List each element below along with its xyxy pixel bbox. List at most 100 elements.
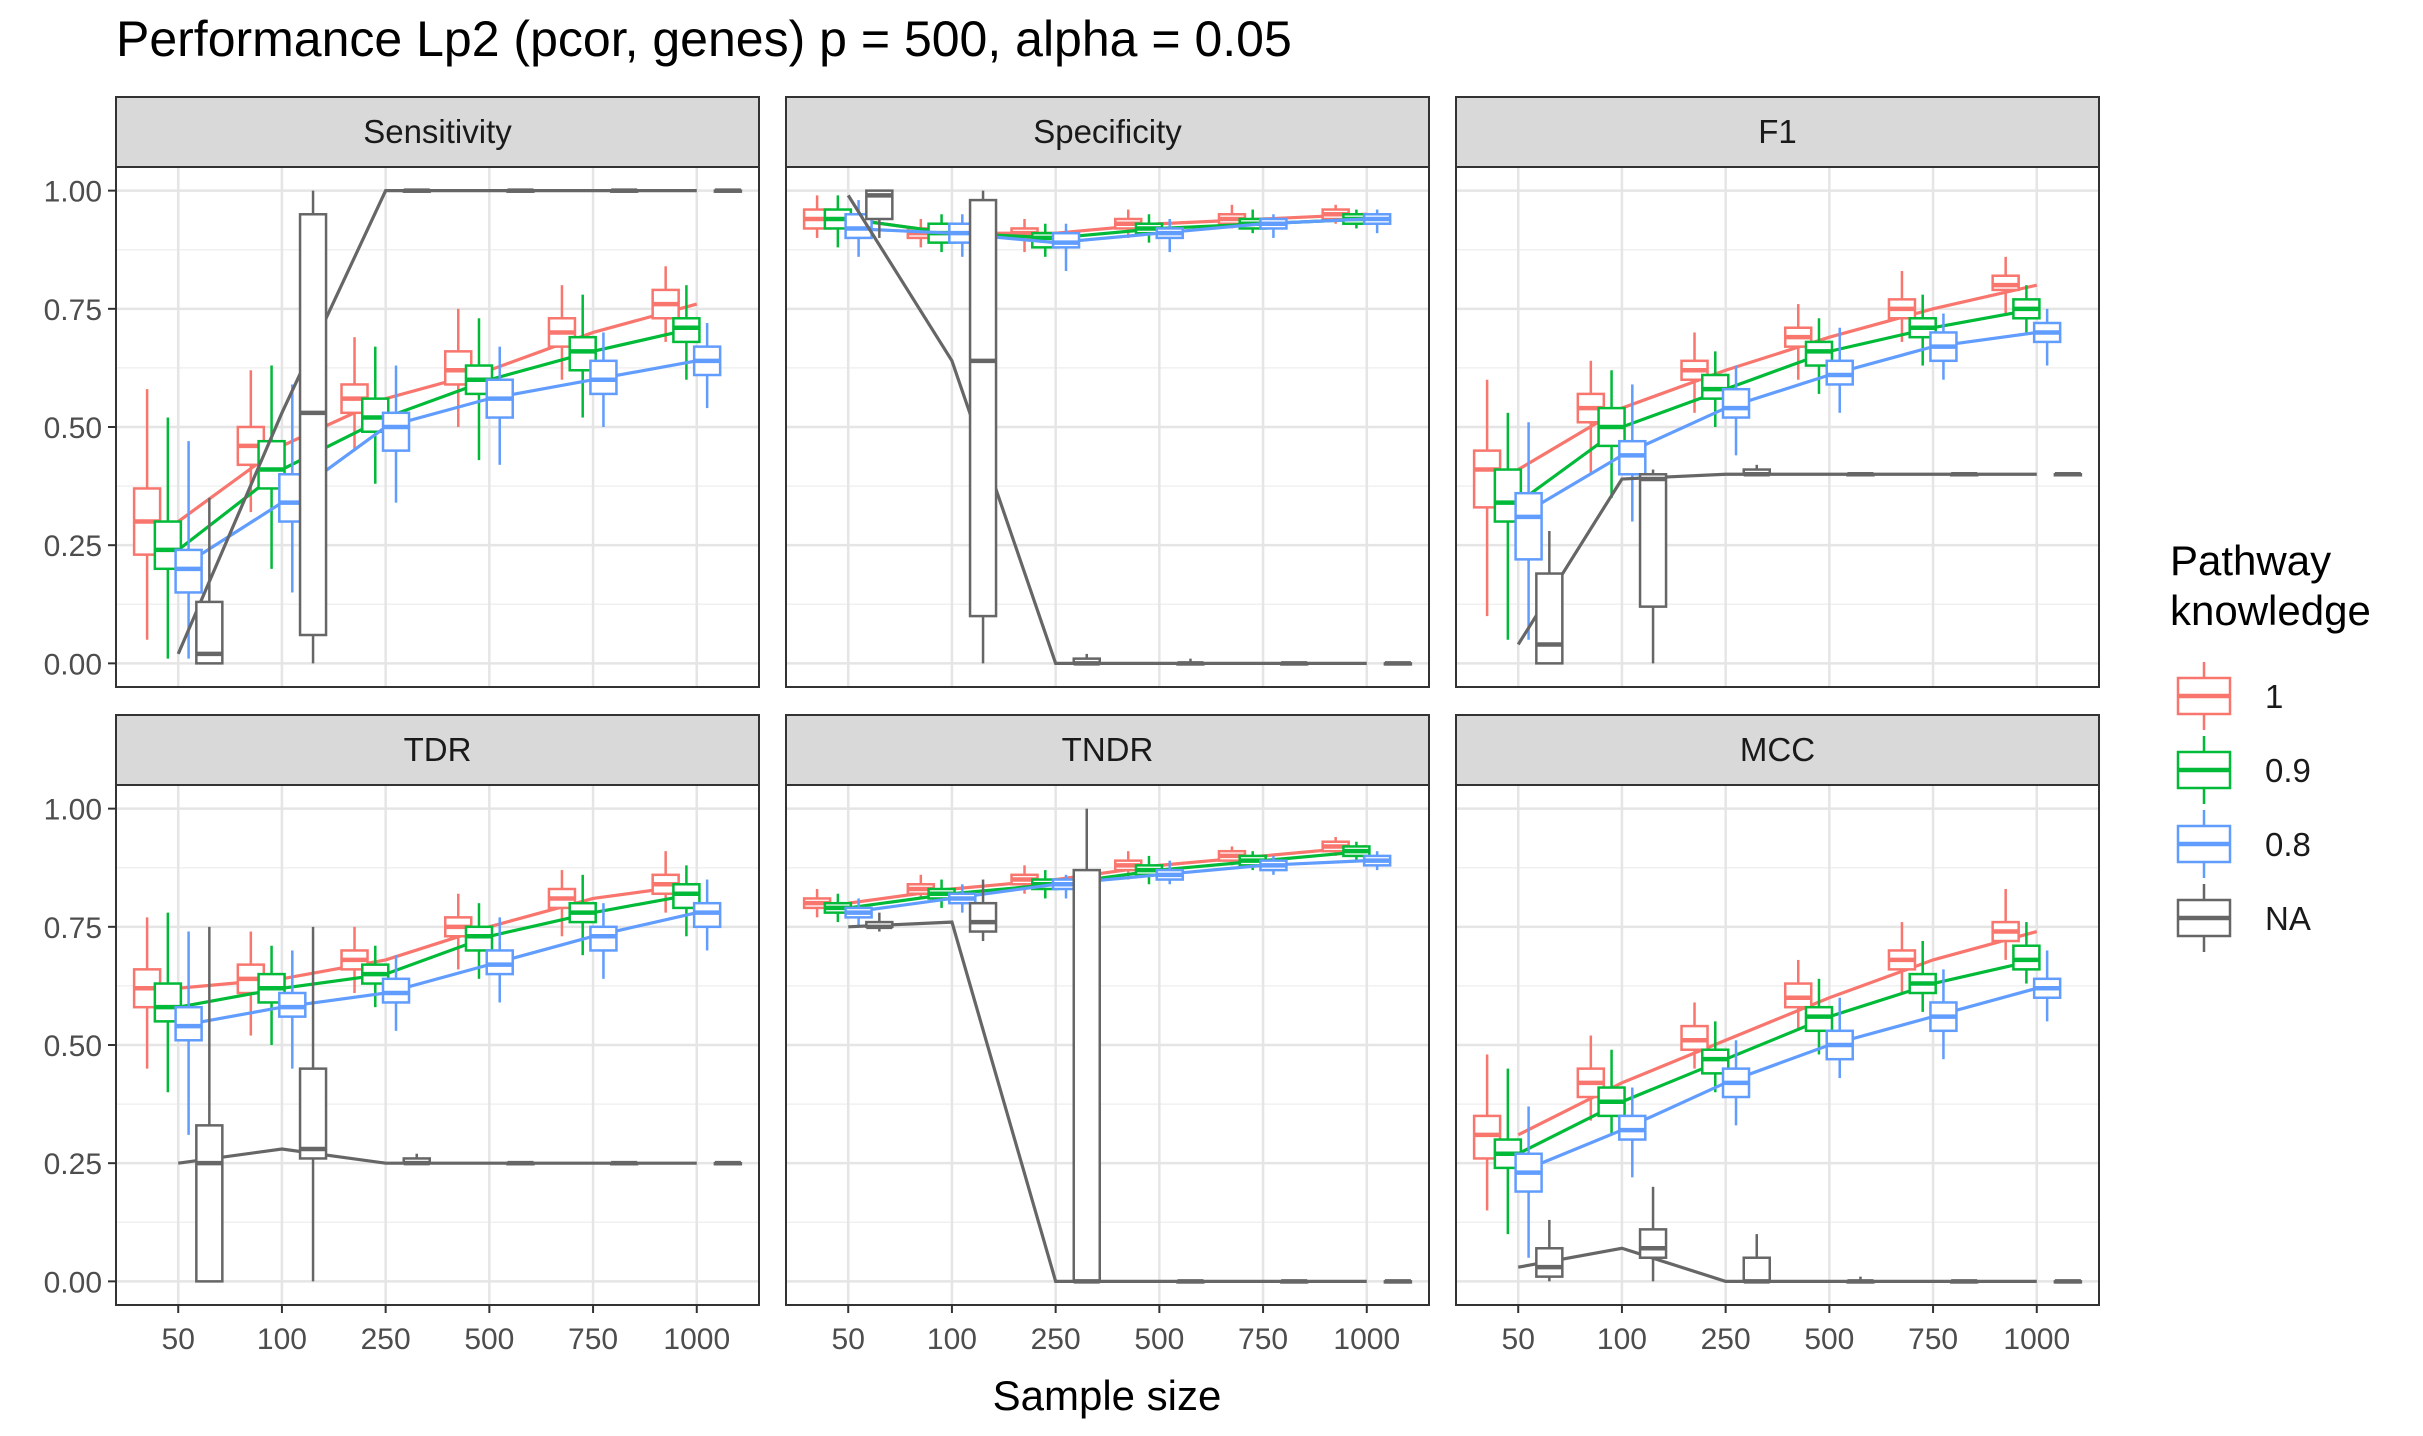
box	[485, 917, 514, 1003]
x-tick-label: 50	[162, 1323, 195, 1356]
box-iqr	[485, 949, 514, 976]
x-tick-label: 250	[1701, 1323, 1751, 1356]
facet-strip	[785, 714, 1430, 786]
legend-label: 1	[2265, 678, 2283, 715]
box	[692, 879, 722, 951]
legend-entry-1: 1	[2176, 662, 2283, 730]
box	[1155, 860, 1184, 885]
series-0.8	[174, 323, 722, 659]
box-iqr	[1804, 1005, 1834, 1033]
box	[1929, 969, 1958, 1060]
box	[1155, 219, 1184, 253]
x-tick-label: 100	[257, 1323, 307, 1356]
box	[1597, 370, 1626, 498]
facet-strip	[1455, 96, 2100, 168]
series-0.8	[844, 200, 1392, 271]
box	[278, 950, 307, 1069]
box-iqr	[1514, 491, 1543, 561]
box	[1680, 1002, 1709, 1069]
box	[1472, 1054, 1502, 1211]
box	[485, 346, 514, 465]
panel-border	[1455, 166, 2100, 688]
box	[1072, 653, 1102, 666]
y-tick-label: 0.75	[44, 294, 102, 327]
facet-strip	[115, 96, 760, 168]
box	[1742, 464, 1772, 477]
x-tick-label: 100	[927, 1323, 977, 1356]
legend-label: 0.8	[2265, 826, 2311, 863]
series-NA	[848, 808, 1413, 1284]
facet-strip	[115, 714, 760, 786]
box	[1514, 1106, 1543, 1258]
box	[2053, 472, 2083, 477]
box-iqr	[1535, 1247, 1564, 1278]
box	[1638, 469, 1668, 664]
box	[1279, 1279, 1309, 1284]
series-NA	[1516, 464, 2083, 665]
box	[1362, 209, 1392, 234]
y-tick-label: 0.25	[44, 530, 102, 563]
box	[1618, 384, 1647, 522]
box	[1514, 422, 1543, 640]
box	[1279, 661, 1309, 666]
box-iqr	[2012, 944, 2041, 971]
box-iqr	[174, 548, 203, 594]
box-iqr	[174, 1005, 203, 1042]
panel-sensitivity: Sensitivity 0.00 0.25 0.50 0.75 1.00	[44, 96, 760, 688]
box-iqr	[1072, 868, 1102, 1283]
box	[2012, 922, 2041, 984]
box-iqr	[1535, 572, 1564, 665]
box	[506, 188, 535, 193]
box-iqr	[1742, 1256, 1772, 1283]
box	[1825, 997, 1854, 1079]
x-axis-label: Sample size	[993, 1372, 1222, 1419]
facet-label: TNDR	[1062, 731, 1154, 768]
box	[2032, 950, 2062, 1022]
x-tick-label: 500	[464, 1323, 514, 1356]
panel-tdr: TDR 0.00 0.25 0.50 0.75 1.00 50 100 250 500 750 100…	[44, 714, 760, 1356]
box	[589, 332, 618, 427]
box	[298, 926, 328, 1282]
box-iqr	[672, 317, 701, 344]
panel-border	[785, 166, 1430, 688]
box	[1887, 922, 1917, 993]
box	[2032, 308, 2062, 366]
box-iqr	[464, 925, 494, 952]
box	[257, 365, 286, 569]
series-NA	[1517, 1186, 2083, 1284]
box	[1618, 1087, 1647, 1178]
y-tick-label: 0.00	[44, 1266, 102, 1299]
series-0.8	[174, 879, 722, 1135]
box	[195, 497, 224, 665]
box	[568, 294, 597, 418]
box-iqr	[1638, 473, 1668, 608]
box-iqr	[1721, 387, 1751, 419]
box	[1597, 1049, 1626, 1135]
box	[651, 266, 680, 342]
box	[1949, 1279, 1979, 1284]
box	[2053, 1279, 2083, 1284]
facet-label: TDR	[404, 731, 472, 768]
box-iqr	[1618, 1114, 1647, 1141]
box-iqr	[381, 977, 411, 1004]
box	[589, 903, 618, 979]
box	[865, 912, 894, 932]
box-iqr	[195, 1124, 224, 1283]
x-tick-label: 1000	[1333, 1323, 1400, 1356]
box	[1804, 978, 1834, 1055]
box	[340, 926, 369, 993]
x-tick-label: 750	[1238, 1323, 1288, 1356]
box	[968, 879, 998, 941]
y-tick-label: 0.50	[44, 1030, 102, 1063]
box	[1846, 1276, 1875, 1284]
x-tick-label: 1000	[663, 1323, 730, 1356]
box-iqr	[968, 198, 998, 618]
box-iqr	[278, 991, 307, 1018]
legend-entry-0.9: 0.9	[2176, 736, 2311, 804]
x-tick-label: 750	[1908, 1323, 1958, 1356]
legend-title-line-1: Pathway	[2170, 537, 2331, 584]
legend-entry-NA: NA	[2176, 884, 2311, 952]
box	[1949, 472, 1979, 477]
box-iqr	[1991, 274, 2020, 292]
y-tick-label: 0.00	[44, 648, 102, 681]
